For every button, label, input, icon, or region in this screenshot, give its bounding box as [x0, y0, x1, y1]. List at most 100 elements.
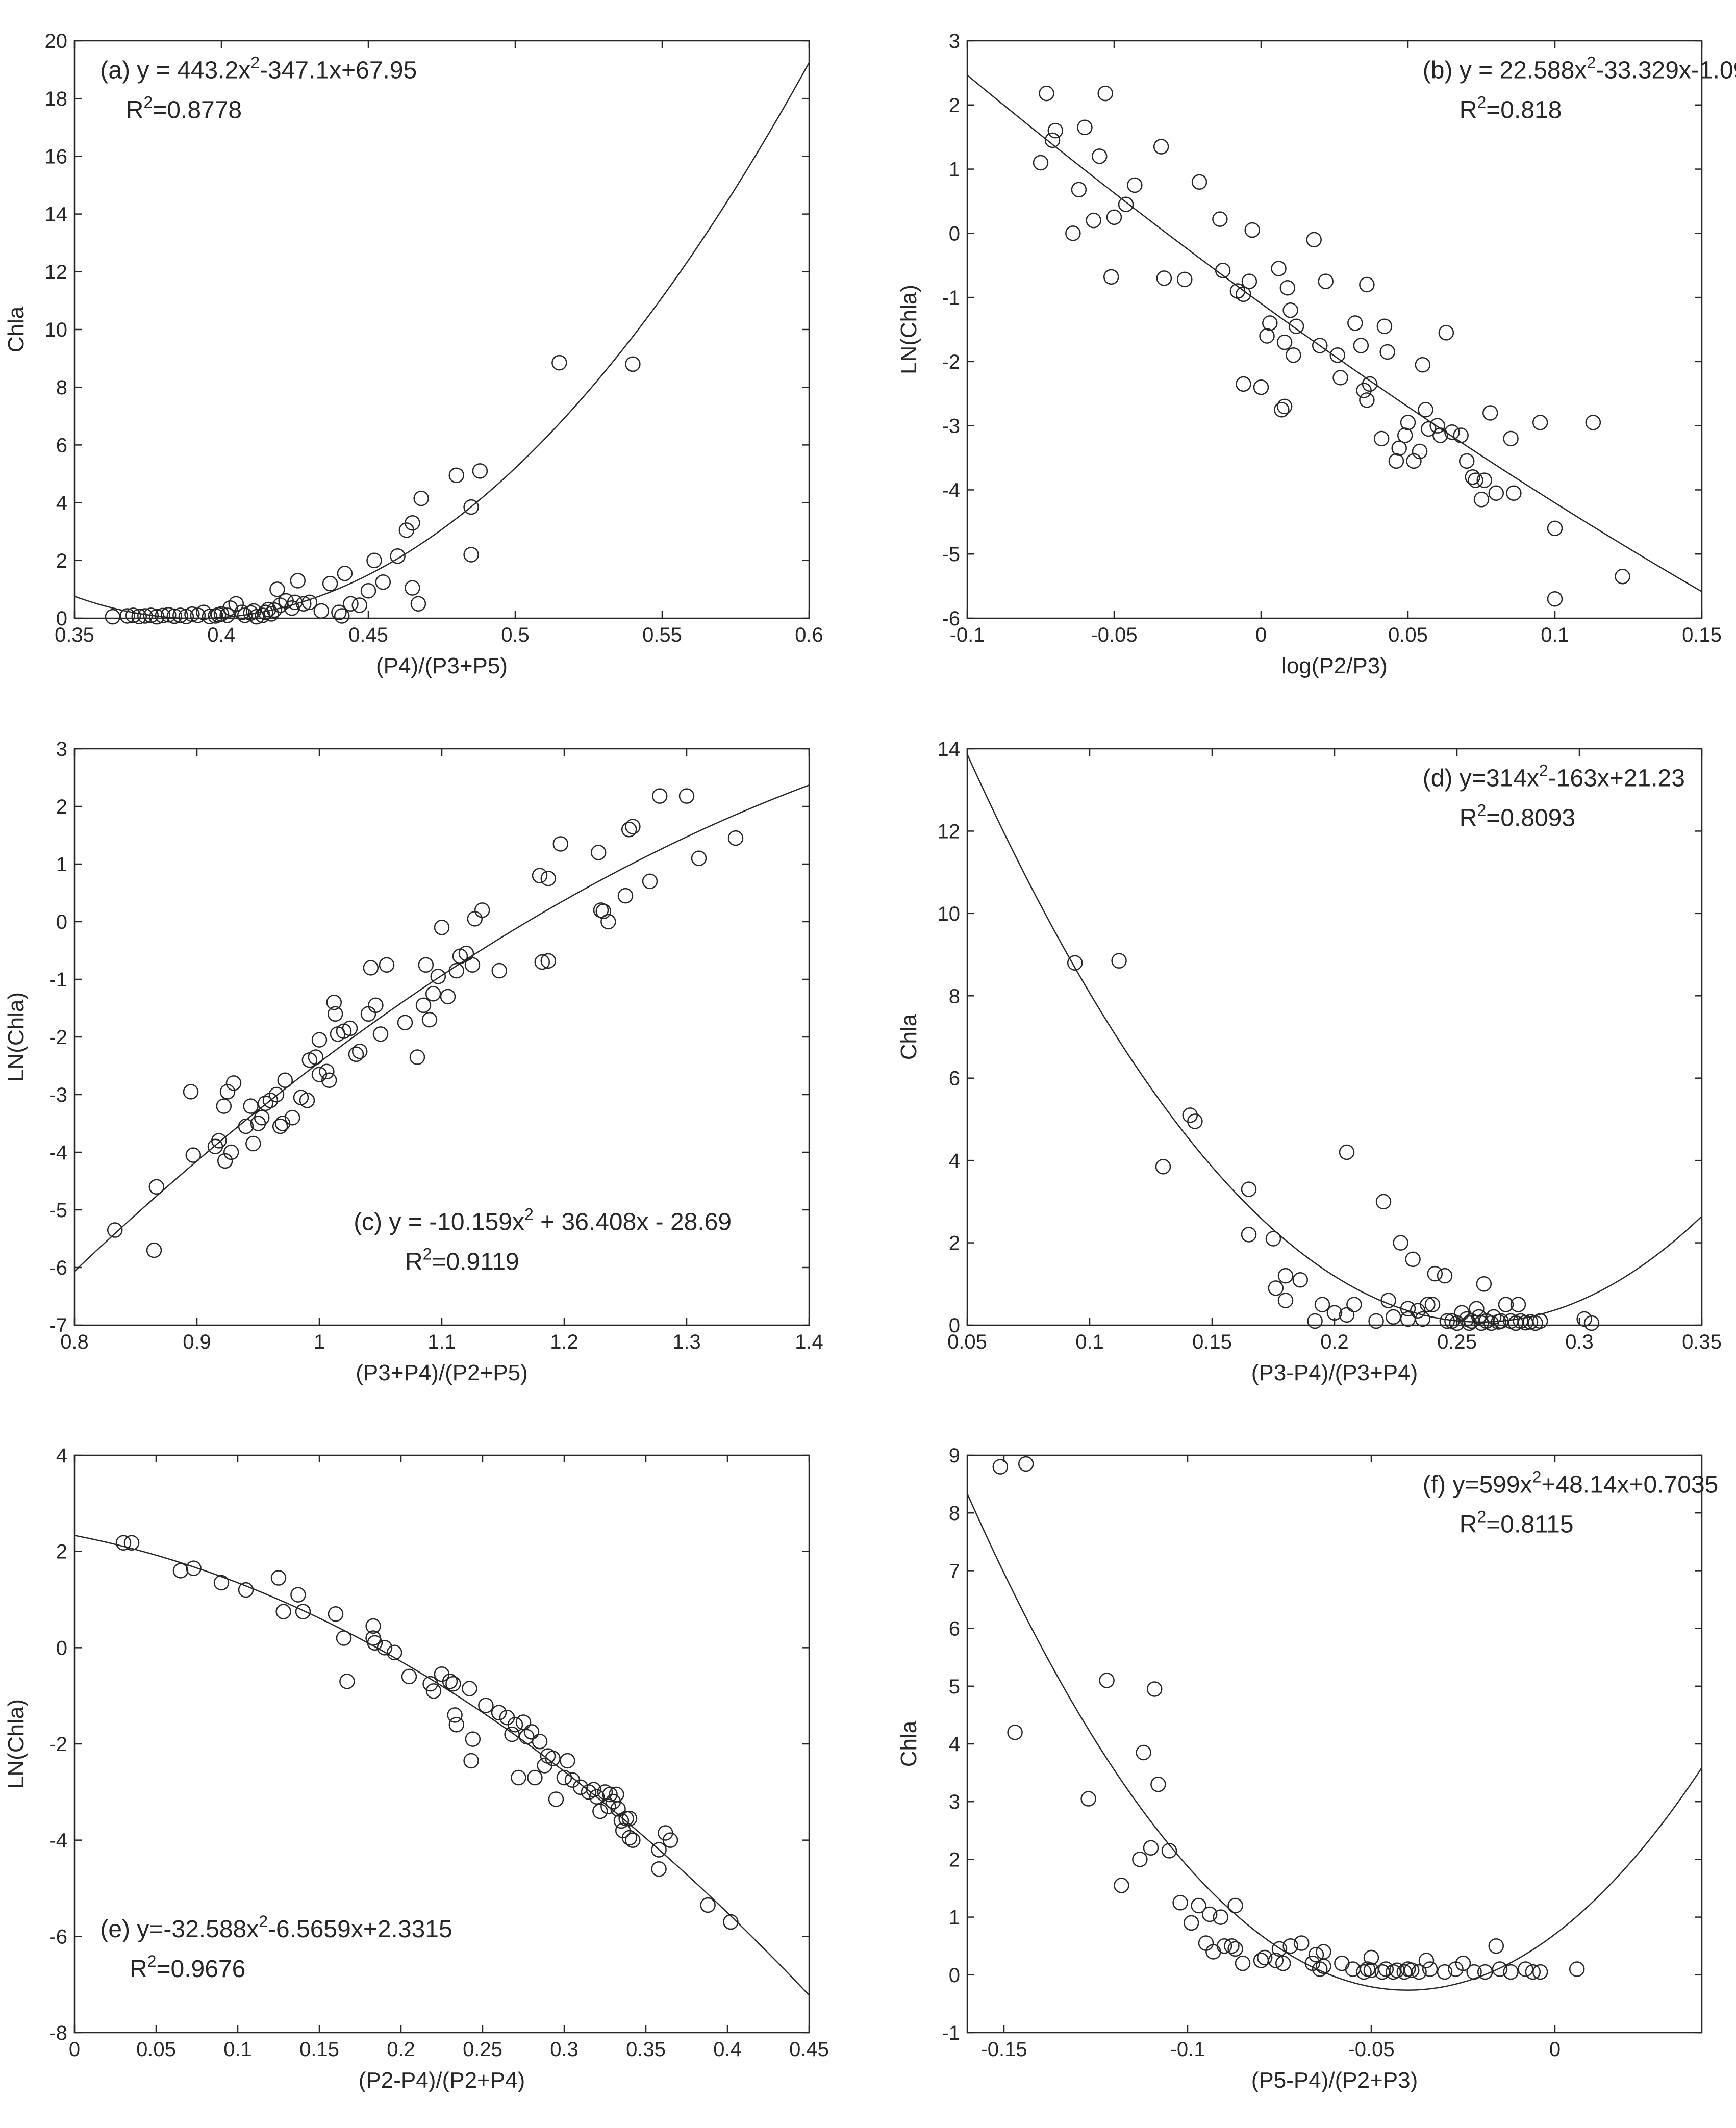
data-point: [463, 499, 479, 515]
data-point: [275, 1604, 291, 1619]
data-point: [1388, 453, 1404, 469]
y-tick-label: -4: [49, 1142, 67, 1164]
data-point: [1146, 1681, 1163, 1697]
data-point: [1476, 472, 1493, 488]
data-point: [1127, 177, 1143, 193]
data-point: [478, 1698, 494, 1713]
data-point: [621, 1810, 638, 1827]
data-point: [1172, 1895, 1188, 1911]
y-tick-label: 6: [949, 1618, 960, 1640]
data-point: [556, 1769, 572, 1786]
data-point: [474, 902, 490, 918]
data-point: [1114, 1878, 1129, 1893]
data-point: [1277, 1293, 1294, 1308]
data-point: [274, 1116, 291, 1131]
data-point: [1525, 1964, 1541, 1980]
data-point: [523, 1724, 540, 1740]
data-point: [368, 997, 384, 1014]
x-tick-label: 0: [1255, 624, 1267, 646]
data-point: [1018, 1456, 1034, 1472]
data-point: [386, 1644, 402, 1661]
data-point: [610, 1801, 626, 1817]
x-tick-label: 0.45: [789, 2038, 829, 2061]
data-point: [1346, 1297, 1362, 1312]
y-tick-label: -1: [49, 969, 67, 991]
data-point: [131, 609, 147, 624]
data-point: [602, 1786, 618, 1803]
data-point: [410, 596, 426, 612]
data-point: [336, 1630, 352, 1646]
data-point: [397, 1015, 413, 1030]
data-point: [425, 1683, 442, 1699]
y-tick-label: 5: [949, 1676, 960, 1698]
data-point: [321, 1072, 337, 1088]
y-tick-label: 4: [56, 1445, 67, 1467]
x-tick-label: 0.35: [55, 624, 94, 646]
y-tick-label: -7: [49, 1314, 67, 1337]
data-point: [1469, 1301, 1485, 1316]
data-point: [1071, 182, 1087, 198]
y-tick-label: -3: [942, 415, 960, 438]
data-point: [1339, 1307, 1355, 1323]
data-point: [1227, 1897, 1243, 1914]
data-point: [390, 548, 406, 564]
data-point: [1307, 1313, 1323, 1329]
y-axis-label: Chla: [4, 306, 29, 352]
x-tick-label: -0.05: [1348, 2038, 1394, 2061]
data-point: [1492, 1961, 1508, 1977]
x-tick-label: 0.1: [1075, 1331, 1104, 1353]
data-point: [301, 594, 318, 611]
data-point: [343, 596, 359, 612]
data-point: [172, 1563, 189, 1579]
data-point: [1437, 1268, 1453, 1284]
y-tick-label: 4: [949, 1150, 960, 1172]
data-point: [434, 920, 450, 935]
data-point: [595, 903, 612, 919]
y-tick-label: -4: [49, 1830, 67, 1852]
x-tick-label: 0: [69, 2038, 80, 2061]
y-tick-label: -6: [49, 1926, 67, 1948]
data-point: [1150, 1776, 1166, 1792]
y-tick-label: 2: [56, 796, 67, 818]
data-point: [149, 609, 165, 625]
x-tick-label: 0.1: [223, 2038, 252, 2061]
x-tick-label: 0.35: [1682, 1331, 1722, 1353]
y-tick-label: 7: [949, 1560, 960, 1582]
y-tick-label: 16: [45, 145, 68, 168]
data-point: [1286, 347, 1301, 363]
data-point: [540, 871, 557, 886]
data-point: [1362, 376, 1378, 392]
data-point: [1236, 376, 1251, 392]
data-point: [1183, 1915, 1199, 1931]
data-point: [1033, 155, 1049, 171]
data-point: [1306, 232, 1322, 248]
x-tick-label: 0.6: [795, 624, 823, 646]
fit-curve: [74, 62, 809, 618]
data-point: [600, 914, 616, 930]
data-point: [148, 1179, 165, 1195]
data-point: [540, 953, 557, 969]
y-tick-label: -2: [49, 1026, 67, 1049]
data-point: [1532, 415, 1548, 430]
data-point: [1477, 1964, 1493, 1980]
data-point: [1227, 1941, 1243, 1957]
data-point: [1437, 1964, 1453, 1980]
data-point: [125, 607, 141, 623]
y-tick-label: -3: [49, 1084, 67, 1106]
x-tick-label: -0.05: [1091, 624, 1137, 646]
data-point: [463, 1753, 479, 1769]
data-point: [504, 1726, 520, 1742]
data-point: [621, 1830, 638, 1846]
data-point: [322, 575, 338, 592]
data-point: [155, 607, 171, 624]
data-point: [311, 1032, 328, 1048]
data-point: [376, 1640, 393, 1656]
y-tick-label: 2: [56, 550, 67, 572]
equation-label: (d) y=314x2-163x+21.23: [1423, 761, 1685, 792]
data-point: [211, 1133, 227, 1149]
x-tick-label: 0.2: [1320, 1331, 1349, 1353]
data-point: [366, 552, 382, 569]
data-point: [1400, 415, 1416, 430]
data-point: [1276, 334, 1293, 350]
data-point: [1376, 318, 1393, 334]
